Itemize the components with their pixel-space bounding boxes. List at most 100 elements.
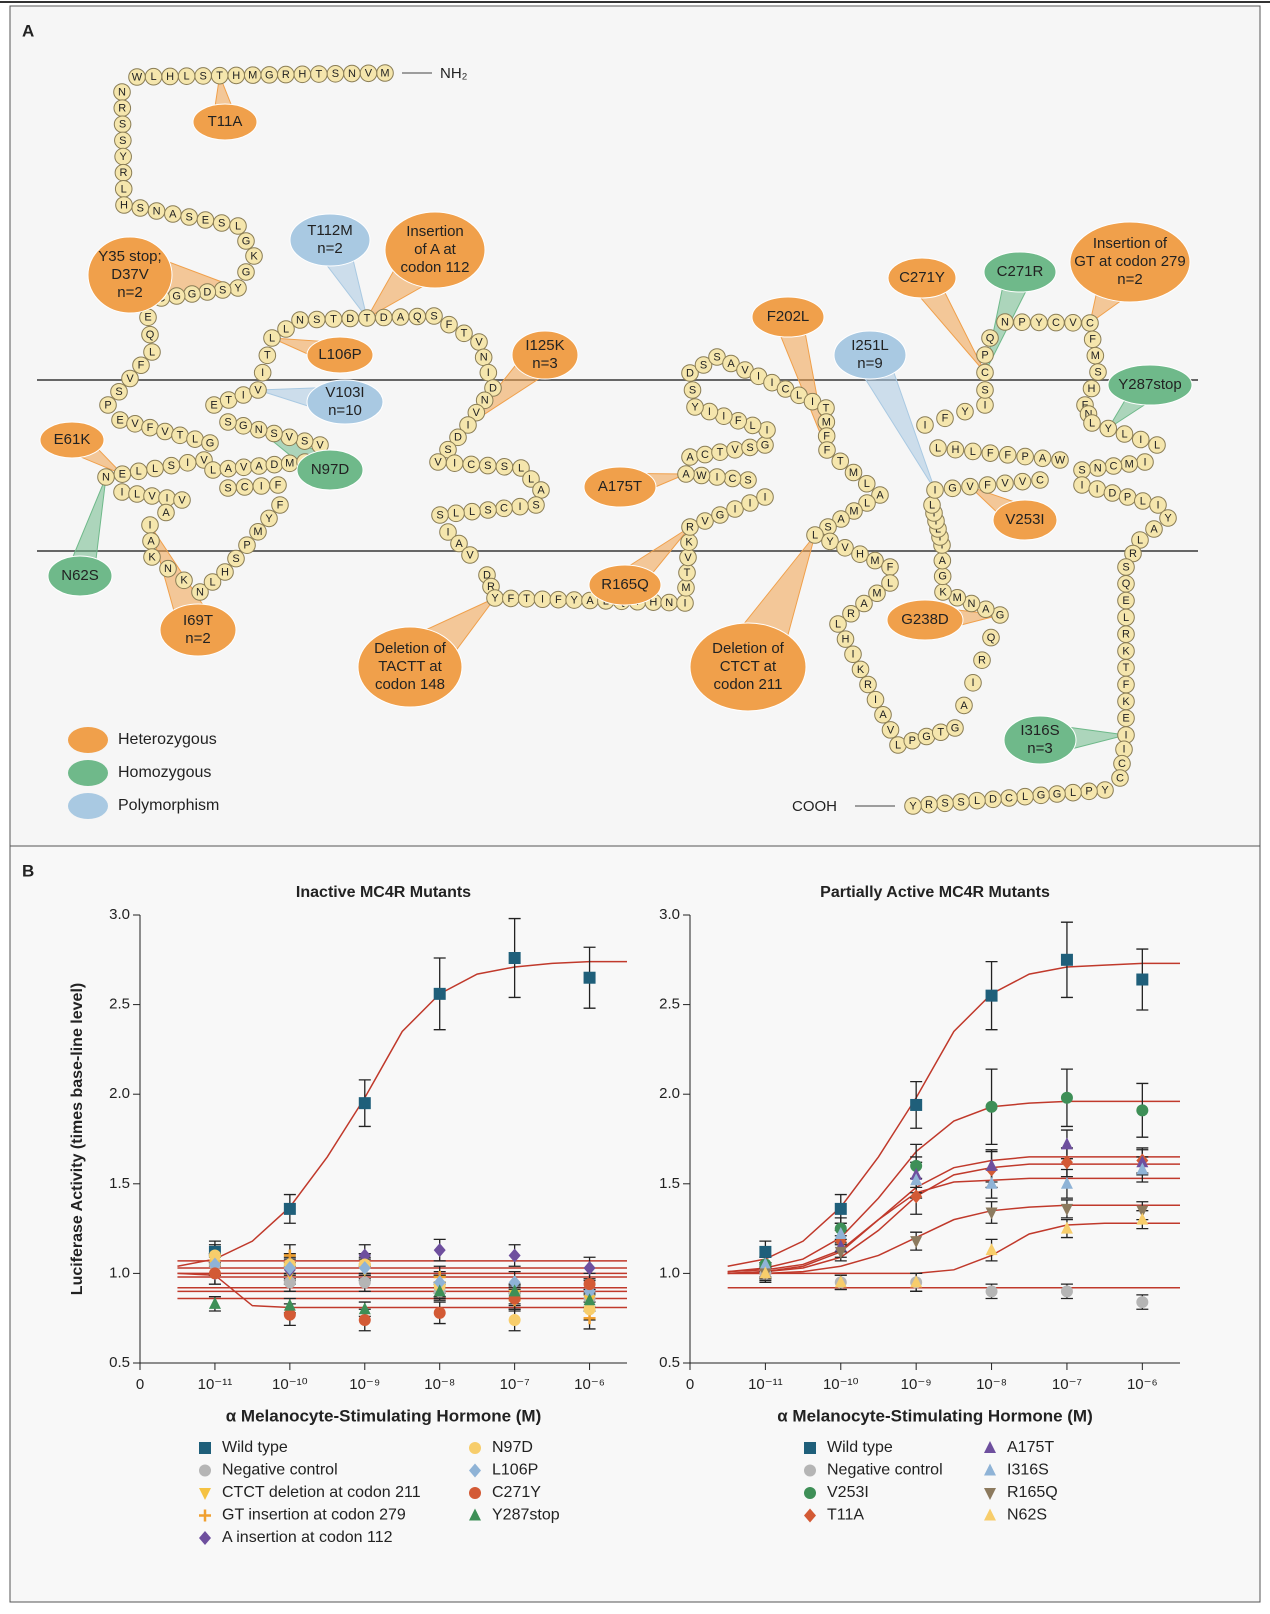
marker [508,1313,521,1326]
residue-letter: I [770,377,773,389]
residue-circle [97,468,115,486]
residue-letter: M [870,555,879,567]
residue-letter: R [118,103,126,115]
annotation-bubble [159,603,237,657]
residue-letter: T [1123,662,1130,674]
residue-letter: D [270,459,278,471]
residue-letter: K [180,575,188,587]
residue-letter: I [261,367,264,379]
residue-letter: R [864,679,872,691]
marker [984,1508,996,1521]
residue-letter: F [446,319,453,331]
annotation-bubble [886,599,964,641]
residue-circle [961,477,979,496]
residue-letter: L [518,462,524,474]
residue-circle [964,674,982,692]
legend-label: Heterozygous [118,731,217,748]
residue-circle [881,574,899,592]
residue-letter: V [473,407,481,419]
residue-letter: S [700,359,707,371]
residue-letter: S [332,68,339,80]
residue-letter: D [686,367,694,379]
residue-letter: A [939,555,947,567]
legend-label: I316S [1007,1462,1049,1479]
residue-letter: C [782,383,790,395]
residue-letter: G [242,235,251,247]
residue-letter: S [532,499,539,511]
residue-letter: S [185,211,192,223]
residue-circle [982,628,1000,647]
marker [433,987,446,1000]
residue-circle [871,486,889,504]
marker [1060,1137,1073,1150]
residue-letter: F [823,430,830,442]
residue-letter: M [285,458,294,470]
residue-letter: F [1089,334,1096,346]
residue-letter: A [255,460,263,472]
residue-letter: M [953,592,962,604]
residue-letter: M [872,588,881,600]
residue-letter: L [235,220,241,232]
residue-circle [227,549,245,568]
residue-letter: A [397,311,405,323]
x-tick-label: 10⁻¹¹ [748,1376,783,1393]
residue-letter: I [466,419,469,431]
residue-letter: T [823,402,830,414]
residue-letter: S [199,70,206,82]
residue-letter: Y [826,536,834,548]
annotation-bubble [39,421,105,459]
residue-letter: A [960,700,968,712]
residue-letter: Q [1122,578,1131,590]
residue-letter: A [860,598,868,610]
residue-letter: V [701,515,709,527]
residue-circle [141,325,159,344]
residue-letter: S [137,202,144,214]
residue-letter: S [1122,561,1129,573]
residue-letter: Y [265,513,273,525]
residue-letter: L [1089,417,1095,429]
x-tick-label: 10⁻⁸ [976,1376,1007,1393]
annotation-bubble [47,555,113,597]
residue-letter: S [218,217,225,229]
annotation-label: F202L [767,308,810,325]
y-tick-label: 0.5 [109,1354,130,1371]
residue-circle [946,719,964,737]
residue-letter: L [152,463,158,475]
marker [804,1442,816,1454]
residue-circle [1033,449,1052,468]
residue-letter: T [937,727,944,739]
annotation-label: n=2 [317,240,342,257]
residue-letter: V [148,490,156,502]
residue-letter: A [169,208,177,220]
residue-circle [694,356,713,374]
marker [583,1293,596,1306]
residue-letter: F [555,594,562,606]
annotation-label: n=3 [1027,740,1052,757]
residue-letter: S [501,461,508,473]
legend-label: V253I [827,1484,869,1501]
residue-letter: I [446,526,449,538]
residue-letter: Y [961,406,969,418]
residue-letter: H [1088,383,1096,395]
fit-curve [727,1204,1180,1275]
residue-circle [1031,471,1049,489]
residue-letter: T [364,312,371,324]
x-axis-label: α Melanocyte-Stimulating Hormone (M) [777,1406,1093,1425]
marker [208,1257,221,1272]
annotation-label: n=10 [328,402,362,419]
legend-label: A175T [1007,1439,1054,1456]
annotation-label: Y35 stop; [98,248,161,265]
residue-letter: P [1124,491,1131,503]
residue-letter: I [1143,456,1146,468]
residue-letter: D [346,313,354,325]
annotation-label: I251L [851,337,889,354]
residue-circle [943,479,962,498]
residue-letter: K [939,586,947,598]
residue-letter: M [849,505,858,517]
annotation-label: N62S [61,567,99,584]
residue-letter: T [330,313,337,325]
residue-letter: P [1018,317,1025,329]
residue-letter: L [1070,787,1076,799]
residue-letter: I [722,411,725,423]
residue-letter: I [260,480,263,492]
